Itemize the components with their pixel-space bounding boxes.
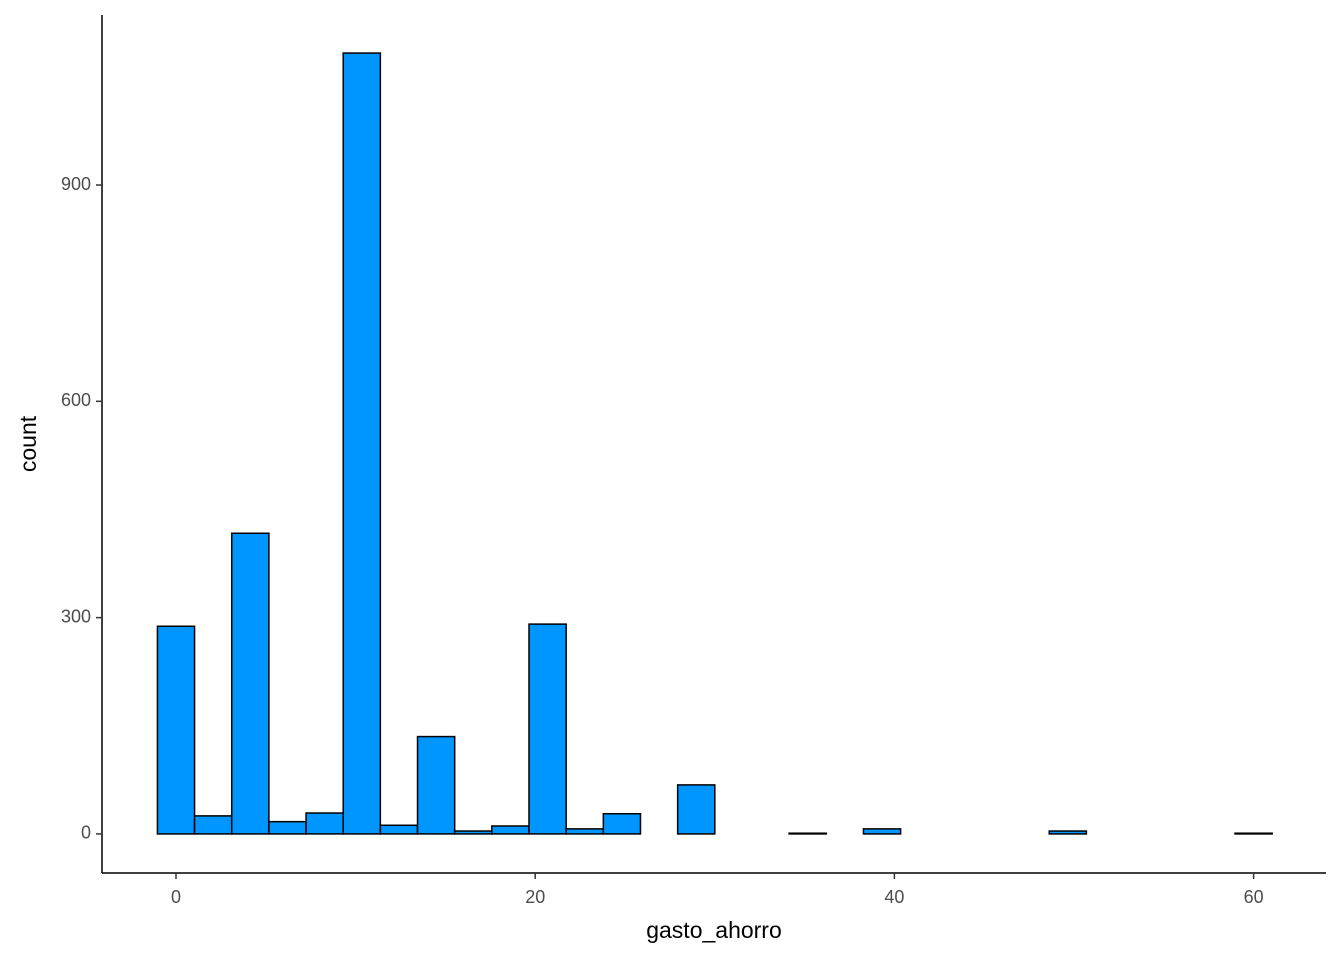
y-tick-label: 600: [61, 390, 91, 410]
bar: [416, 735, 456, 835]
bar: [602, 812, 642, 835]
bar: [788, 832, 828, 835]
bar: [342, 52, 382, 835]
x-tick-label: 40: [884, 887, 904, 907]
bar: [379, 824, 419, 835]
x-axis-title: gasto_ahorro: [646, 917, 782, 943]
bar: [862, 828, 902, 835]
bar: [565, 828, 605, 835]
x-tick-label: 60: [1244, 887, 1264, 907]
bar: [305, 812, 344, 835]
bar: [230, 532, 270, 835]
y-axis-title: count: [15, 415, 41, 472]
bar: [676, 784, 716, 835]
bar: [491, 825, 530, 835]
bar: [453, 830, 493, 835]
bar: [268, 820, 307, 835]
x-tick-label: 0: [171, 887, 181, 907]
y-tick-label: 900: [61, 174, 91, 194]
y-tick-label: 300: [61, 606, 91, 626]
bar: [193, 815, 233, 835]
bar: [1234, 832, 1273, 835]
y-tick-label: 0: [81, 823, 91, 843]
bar: [1048, 830, 1088, 835]
bar: [156, 625, 196, 835]
x-tick-label: 20: [525, 887, 545, 907]
bar: [528, 623, 567, 835]
